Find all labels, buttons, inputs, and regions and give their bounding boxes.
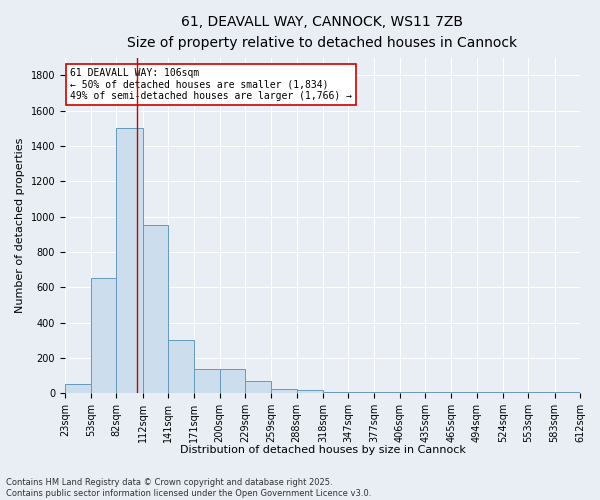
Bar xyxy=(529,392,554,393)
Bar xyxy=(425,392,451,393)
Text: 61 DEAVALL WAY: 106sqm
← 50% of detached houses are smaller (1,834)
49% of semi-: 61 DEAVALL WAY: 106sqm ← 50% of detached… xyxy=(70,68,352,101)
Bar xyxy=(296,390,323,393)
Bar xyxy=(451,392,477,393)
X-axis label: Distribution of detached houses by size in Cannock: Distribution of detached houses by size … xyxy=(179,445,466,455)
Bar xyxy=(554,392,580,393)
Title: 61, DEAVALL WAY, CANNOCK, WS11 7ZB
Size of property relative to detached houses : 61, DEAVALL WAY, CANNOCK, WS11 7ZB Size … xyxy=(127,15,518,50)
Bar xyxy=(503,392,529,393)
Bar xyxy=(374,392,400,393)
Bar xyxy=(245,381,271,393)
Bar xyxy=(348,392,374,393)
Bar xyxy=(323,392,348,393)
Bar xyxy=(271,388,296,393)
Bar xyxy=(116,128,143,393)
Y-axis label: Number of detached properties: Number of detached properties xyxy=(15,138,25,313)
Bar xyxy=(477,392,503,393)
Bar xyxy=(143,226,168,393)
Bar xyxy=(65,384,91,393)
Bar xyxy=(194,370,220,393)
Bar xyxy=(168,340,194,393)
Text: Contains HM Land Registry data © Crown copyright and database right 2025.
Contai: Contains HM Land Registry data © Crown c… xyxy=(6,478,371,498)
Bar xyxy=(400,392,425,393)
Bar xyxy=(220,370,245,393)
Bar xyxy=(91,278,116,393)
